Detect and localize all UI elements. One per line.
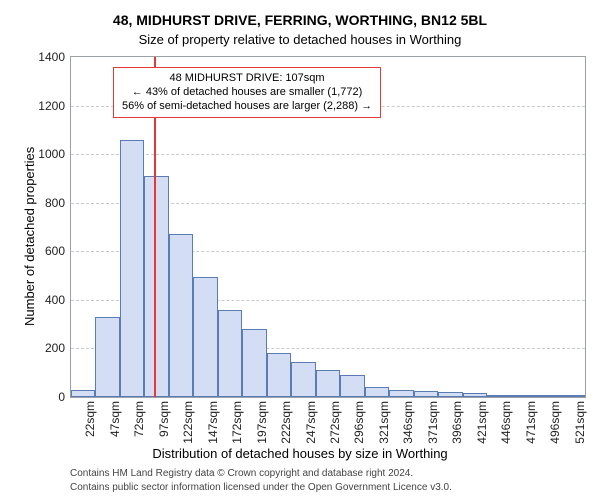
y-tick: 400 [45, 293, 65, 307]
y-axis-label: Number of detached properties [22, 147, 37, 326]
x-tick: 296sqm [352, 401, 366, 444]
property-size-chart: 48, MIDHURST DRIVE, FERRING, WORTHING, B… [8, 8, 592, 492]
gridline [71, 154, 585, 155]
histogram-bar [414, 391, 438, 397]
annotation-line: ← 43% of detached houses are smaller (1,… [122, 86, 372, 100]
histogram-bar [512, 395, 536, 397]
histogram-bar [267, 353, 291, 397]
y-tick: 1200 [38, 99, 65, 113]
x-tick: 496sqm [548, 401, 562, 444]
x-tick: 122sqm [181, 401, 195, 444]
histogram-bar [71, 390, 95, 397]
x-axis-label: Distribution of detached houses by size … [8, 446, 592, 461]
histogram-bar [144, 176, 168, 397]
histogram-bar [169, 234, 193, 397]
y-tick: 600 [45, 244, 65, 258]
x-tick: 471sqm [524, 401, 538, 444]
x-tick: 97sqm [157, 401, 171, 437]
y-tick: 1400 [38, 50, 65, 64]
x-tick: 371sqm [426, 401, 440, 444]
histogram-bar [95, 317, 119, 397]
x-tick: 272sqm [328, 401, 342, 444]
histogram-bar [291, 362, 315, 397]
annotation-box: 48 MIDHURST DRIVE: 107sqm← 43% of detach… [113, 67, 381, 118]
histogram-bar [316, 370, 340, 397]
x-tick: 197sqm [255, 401, 269, 444]
plot-area: 020040060080010001200140022sqm47sqm72sqm… [70, 56, 586, 398]
histogram-bar [463, 393, 487, 397]
x-tick: 147sqm [206, 401, 220, 444]
histogram-bar [487, 395, 511, 397]
histogram-bar [365, 387, 389, 397]
histogram-bar [340, 375, 364, 397]
annotation-line: 56% of semi-detached houses are larger (… [122, 100, 372, 114]
chart-title: 48, MIDHURST DRIVE, FERRING, WORTHING, B… [8, 12, 592, 28]
histogram-bar [561, 395, 585, 397]
histogram-bar [438, 392, 462, 397]
histogram-bar [120, 140, 144, 397]
chart-subtitle: Size of property relative to detached ho… [8, 32, 592, 47]
x-tick: 421sqm [475, 401, 489, 444]
x-tick: 321sqm [377, 401, 391, 444]
footer-line-2: Contains public sector information licen… [70, 482, 452, 493]
histogram-bar [389, 390, 413, 397]
annotation-line: 48 MIDHURST DRIVE: 107sqm [122, 72, 372, 86]
histogram-bar [242, 329, 266, 397]
x-tick: 446sqm [499, 401, 513, 444]
x-tick: 346sqm [401, 401, 415, 444]
x-tick: 47sqm [108, 401, 122, 437]
x-tick: 222sqm [279, 401, 293, 444]
histogram-bar [536, 395, 560, 397]
x-tick: 22sqm [83, 401, 97, 437]
x-tick: 396sqm [450, 401, 464, 444]
y-tick: 1000 [38, 147, 65, 161]
x-tick: 172sqm [230, 401, 244, 444]
x-tick: 521sqm [573, 401, 587, 444]
x-tick: 72sqm [132, 401, 146, 437]
x-tick: 247sqm [304, 401, 318, 444]
footer-line-1: Contains HM Land Registry data © Crown c… [70, 468, 413, 479]
y-tick: 800 [45, 196, 65, 210]
y-tick: 0 [58, 390, 65, 404]
histogram-bar [193, 277, 217, 397]
histogram-bar [218, 310, 242, 397]
y-tick: 200 [45, 341, 65, 355]
